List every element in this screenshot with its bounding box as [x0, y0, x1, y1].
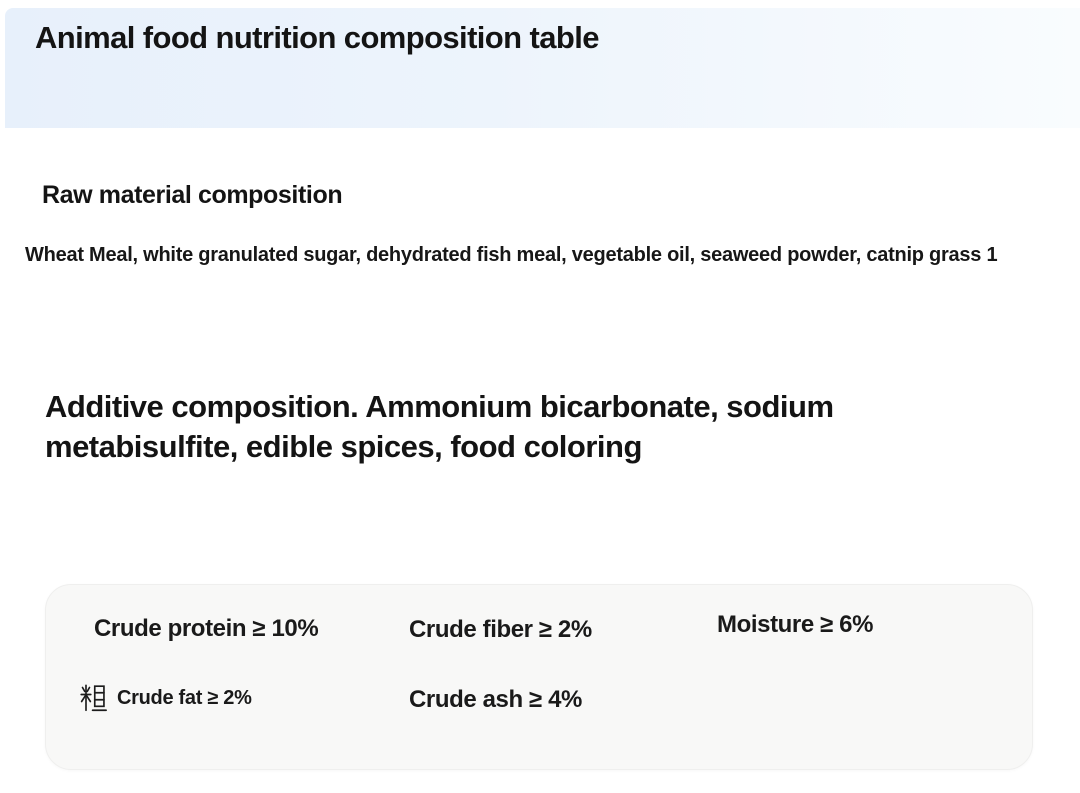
page-title: Animal food nutrition composition table [35, 20, 599, 55]
nutrition-panel: Crude protein ≥ 10% Crude fiber ≥ 2% Moi… [45, 584, 1033, 770]
ingredients-text: Wheat Meal, white granulated sugar, dehy… [25, 244, 998, 266]
nutrition-item-crude-fat-label: Crude fat ≥ 2% [117, 686, 252, 709]
nutrition-item-crude-protein: Crude protein ≥ 10% [94, 615, 319, 642]
raw-material-heading: Raw material composition [42, 181, 343, 209]
nutrition-item-crude-ash: Crude ash ≥ 4% [409, 686, 582, 713]
additive-composition-heading: Additive composition. Ammonium bicarbona… [45, 389, 834, 464]
nutrition-item-crude-fat: Crude fat ≥ 2% [79, 681, 252, 715]
header-banner [5, 8, 1080, 128]
nutrition-item-moisture: Moisture ≥ 6% [717, 611, 874, 638]
cjk-crude-character-glyph [79, 681, 107, 715]
nutrition-item-crude-fiber: Crude fiber ≥ 2% [409, 616, 592, 643]
